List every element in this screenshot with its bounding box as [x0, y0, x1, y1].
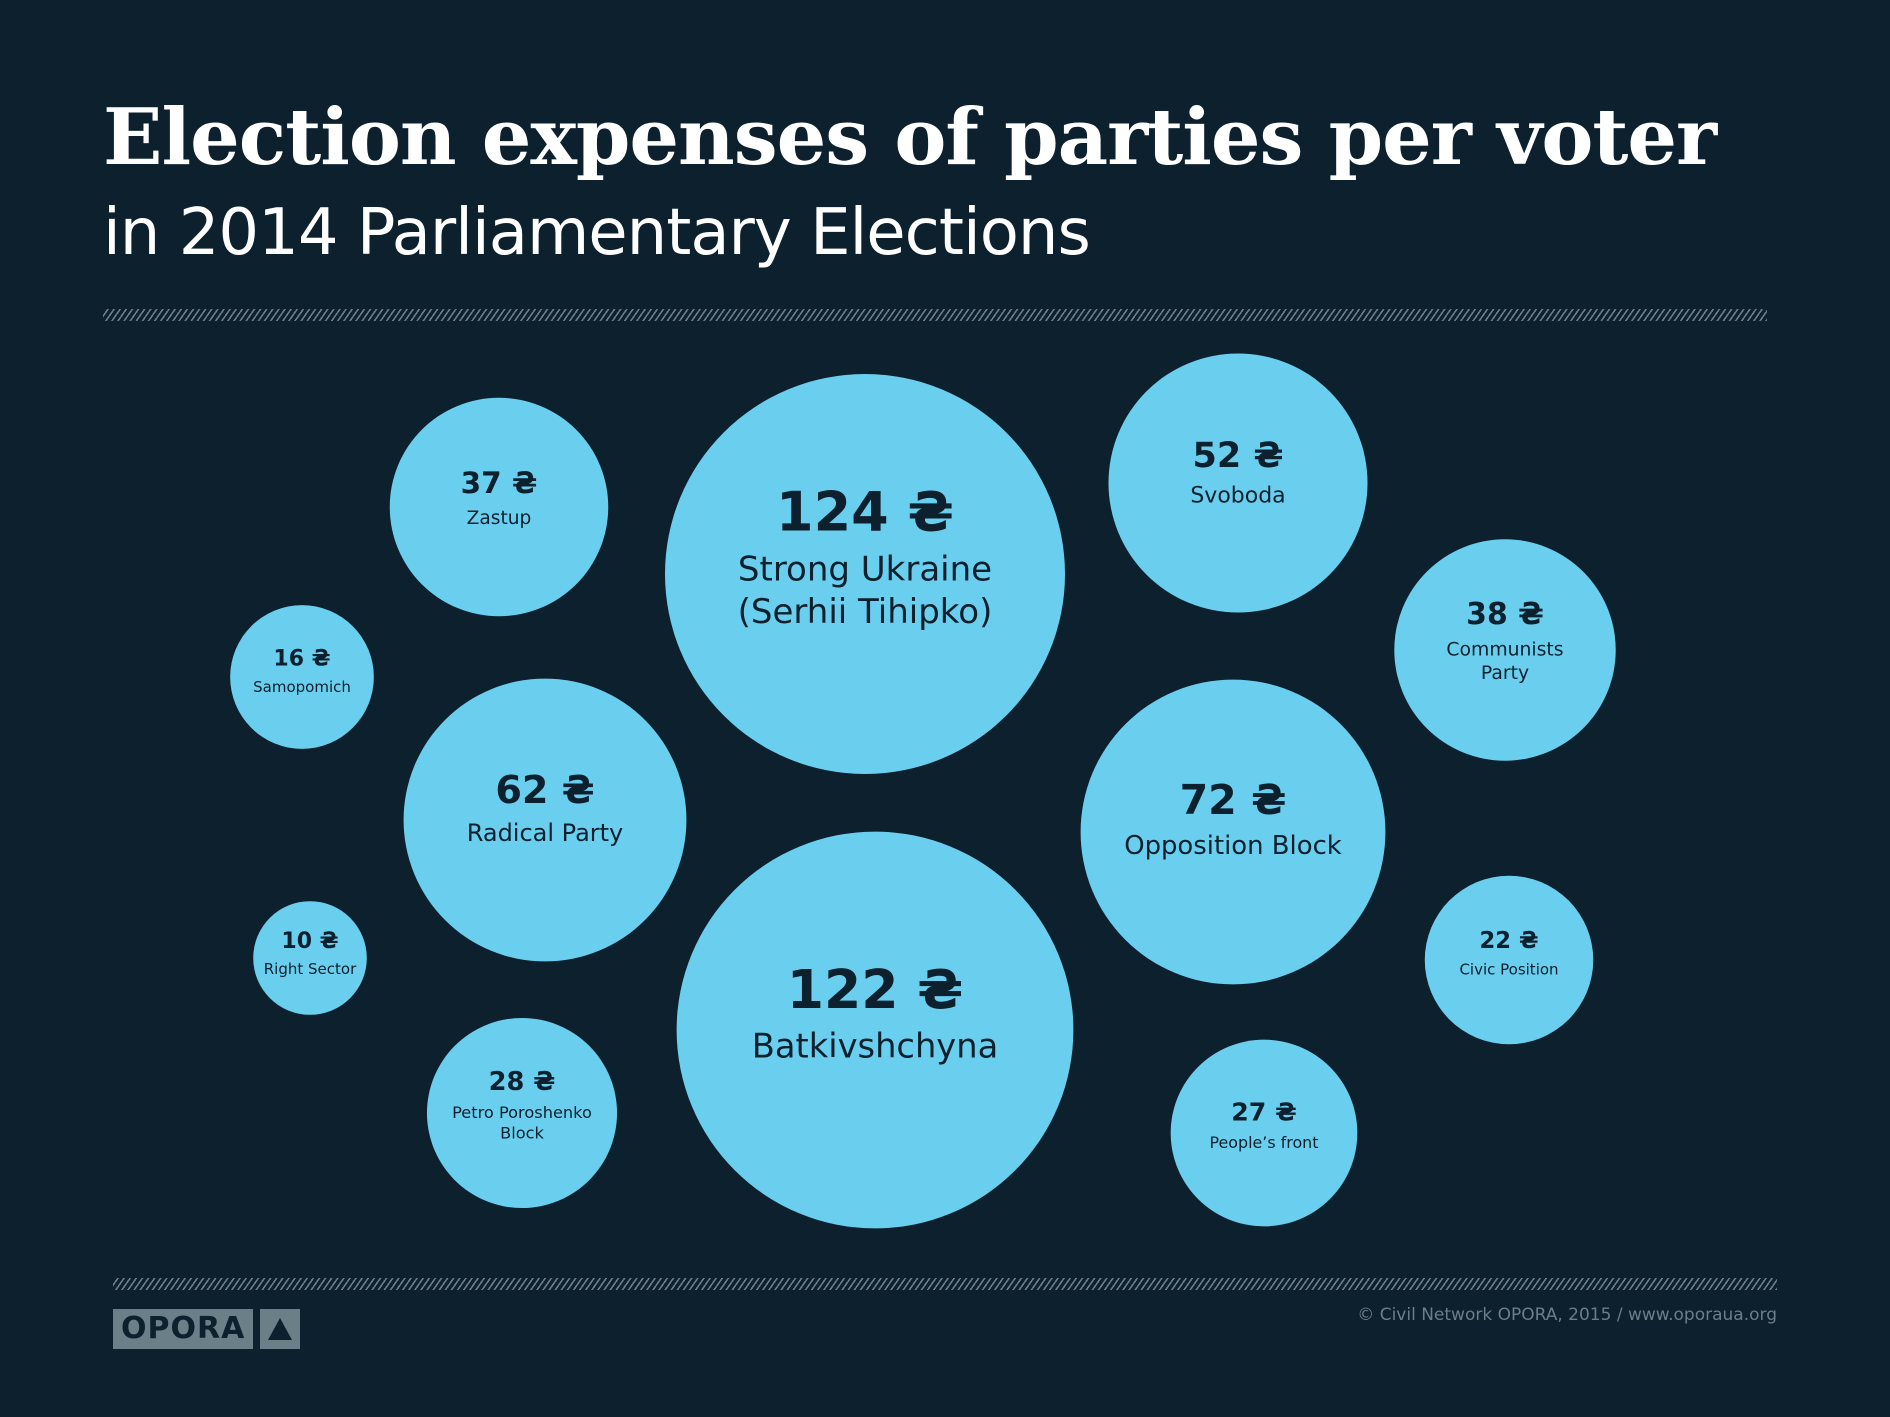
credit-text: © Civil Network OPORA, 2015 / www.oporau…	[1357, 1305, 1777, 1325]
bubble-circle	[403, 678, 687, 962]
header-divider	[103, 309, 1767, 321]
bubble-circle	[230, 605, 374, 749]
bubble-label: Svoboda	[1190, 483, 1285, 508]
bubble-circle	[1080, 679, 1386, 985]
bubble-label: Batkivshchyna	[752, 1027, 998, 1066]
bubble-right-sector: 10 ₴ Right Sector	[253, 901, 367, 1015]
bubble-circle	[665, 374, 1065, 774]
bubble-circle	[1424, 875, 1594, 1045]
bubble-value: 62 ₴	[495, 769, 594, 813]
bubble-circle	[426, 1017, 618, 1209]
bubble-label: Communists	[1446, 639, 1563, 660]
bubble-value: 27 ₴	[1231, 1097, 1296, 1126]
bubble-communists-party: 38 ₴ Communists Party	[1394, 539, 1616, 761]
bubble-svoboda: 52 ₴ Svoboda	[1108, 353, 1368, 613]
footer-divider	[113, 1278, 1777, 1290]
bubble-label: Samopomich	[253, 678, 351, 696]
bubble-label: Block	[500, 1123, 544, 1142]
bubble-value: 22 ₴	[1480, 928, 1539, 954]
bubble-circle	[389, 397, 609, 617]
bubble-value: 28 ₴	[489, 1067, 556, 1097]
bubble-label: Strong Ukraine	[738, 550, 992, 590]
bubble-people-s-front: 27 ₴ People’s front	[1170, 1039, 1358, 1227]
bubble-value: 124 ₴	[776, 480, 954, 543]
bubble-value: 72 ₴	[1180, 776, 1287, 824]
bubble-label: Petro Poroshenko	[452, 1103, 592, 1122]
logo-text: OPORA	[113, 1309, 254, 1349]
bubble-label: Party	[1481, 663, 1529, 684]
bubble-label: Radical Party	[467, 819, 624, 847]
bubble-circle	[1108, 353, 1368, 613]
bubble-civic-position: 22 ₴ Civic Position	[1424, 875, 1594, 1045]
bubble-value: 37 ₴	[461, 466, 538, 500]
bubble-label: Right Sector	[264, 960, 357, 978]
bubble-circle	[1170, 1039, 1358, 1227]
triangle-icon	[260, 1309, 301, 1349]
bubble-circle	[253, 901, 367, 1015]
bubble-label: Opposition Block	[1124, 831, 1342, 861]
bubble-strong-ukraine-serhii-tihipko-: 124 ₴ Strong Ukraine(Serhii Tihipko)	[665, 374, 1065, 774]
bubble-value: 52 ₴	[1193, 436, 1284, 476]
bubble-value: 16 ₴	[273, 647, 330, 672]
bubble-label: People’s front	[1210, 1133, 1319, 1152]
opora-logo: OPORA	[113, 1309, 301, 1349]
bubble-batkivshchyna: 122 ₴ Batkivshchyna	[676, 831, 1074, 1229]
bubble-opposition-block: 72 ₴ Opposition Block	[1080, 679, 1386, 985]
bubble-label: Civic Position	[1459, 960, 1558, 978]
bubble-samopomich: 16 ₴ Samopomich	[230, 605, 374, 749]
bubble-circle	[1394, 539, 1616, 761]
bubble-value: 10 ₴	[281, 929, 338, 954]
bubble-circle	[676, 831, 1074, 1229]
chart-subtitle: in 2014 Parliamentary Elections	[103, 196, 1091, 270]
chart-title: Election expenses of parties per voter	[103, 92, 1717, 183]
bubble-value: 122 ₴	[787, 958, 964, 1021]
bubble-zastup: 37 ₴ Zastup	[389, 397, 609, 617]
bubble-label: (Serhii Tihipko)	[738, 592, 993, 632]
bubble-radical-party: 62 ₴ Radical Party	[403, 678, 687, 962]
bubble-label: Zastup	[467, 508, 532, 529]
bubble-value: 38 ₴	[1466, 597, 1544, 632]
